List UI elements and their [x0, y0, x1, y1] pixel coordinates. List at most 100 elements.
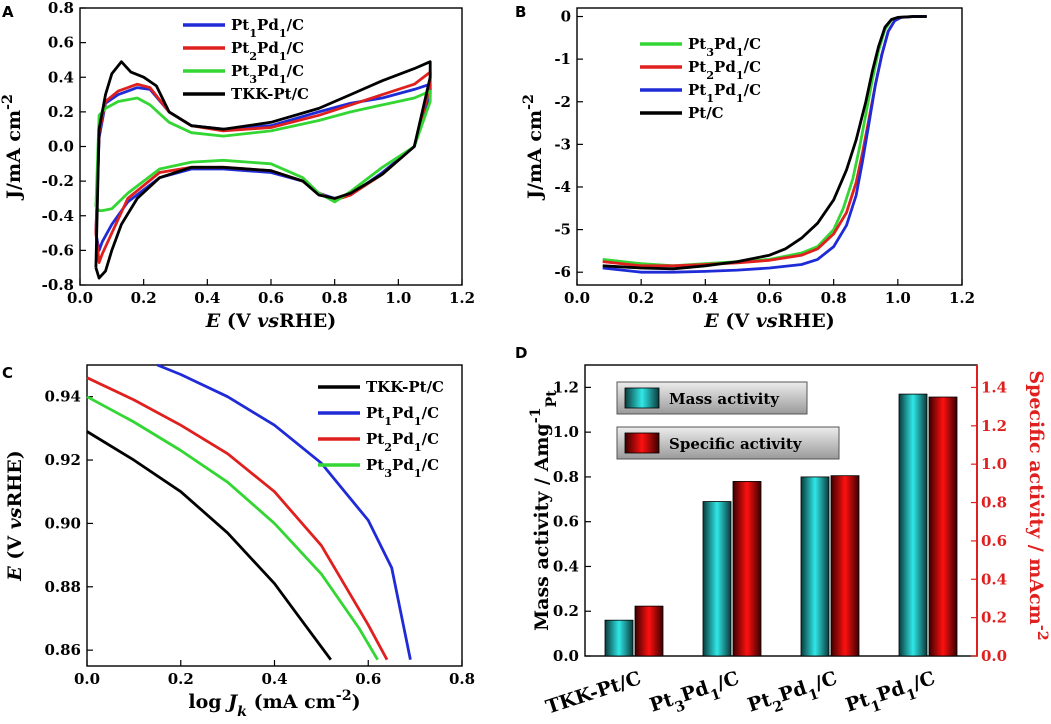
y-tick-label: -0.8	[42, 276, 74, 294]
x-tick-label: 1.0	[885, 289, 911, 307]
y-tick-label: 0.86	[44, 641, 81, 659]
series-line-tkk-pt-c	[94, 60, 432, 280]
panel-a-cv-plot: 0.0 0.2 0.4 0.6 0.8 1.0 1.2 -0.8 -0.6 -0.4 -0.2 0.0…	[0, 0, 475, 332]
bar-mass-activity-tkk-pt-c	[604, 619, 634, 657]
x-tick-label: 0.4	[261, 670, 287, 688]
panel-c-tafel-plot: 0.0 0.2 0.4 0.6 0.8 0.86 0.88 0.90 0.92 0.94 TKK-P…	[4, 363, 475, 720]
x-tick-label: 0.6	[756, 289, 782, 307]
panel-b-frame	[576, 7, 963, 286]
x-tick-label: 0.2	[131, 289, 157, 307]
y-tick-label: 0.90	[44, 514, 81, 532]
legend-swatch-mass-activity	[624, 387, 660, 409]
y-tick-label: 1.2	[553, 378, 579, 396]
category-label-pt3pd1-c: Pt3Pd1/C	[647, 667, 744, 723]
legend-label-pt-c: Pt/C	[688, 104, 724, 122]
y-tick-label: -3	[554, 135, 571, 153]
right-axis-label: Specific activity / mAcm-2	[1025, 370, 1050, 640]
legend-label-pt2pd1-c: Pt2Pd1/C	[688, 58, 761, 82]
y-tick-label: -0.4	[42, 207, 74, 225]
legend-swatch-specific-activity	[624, 432, 660, 454]
series-line-pt3pd1-c	[86, 395, 379, 661]
x-axis-label: E (V vsRHE)	[205, 310, 336, 332]
y-tick-label: -1	[554, 50, 571, 68]
x-tick-label: 0.8	[322, 289, 348, 307]
y-tick-label: 0.8	[553, 468, 579, 486]
y-tick-label: 0.88	[44, 578, 81, 596]
y-axis-label: Mass activity / Amg-1Pt	[528, 390, 560, 631]
y-tick-label: 0.94	[44, 388, 81, 406]
series-line-pt-c	[602, 15, 927, 271]
x-tick-label: 0.4	[692, 289, 718, 307]
x-axis-label: log Jk (mA cm-2)	[188, 688, 360, 720]
y-axis-label: J/mA cm-2	[521, 94, 546, 201]
x-tick-label: 0.8	[821, 289, 847, 307]
right-tick-label: 0.6	[981, 532, 1007, 550]
y-axis-label: E (V vsRHE)	[4, 450, 26, 581]
legend-label-pt2pd1-c: Pt2Pd1/C	[231, 39, 304, 63]
x-tick-label: 1.2	[449, 289, 475, 307]
x-axis-label: E (V vsRHE)	[703, 310, 834, 332]
right-tick-label: 0.8	[981, 494, 1007, 512]
legend-label-pt1pd1-c: Pt1Pd1/C	[366, 404, 439, 428]
y-tick-label: -6	[554, 263, 571, 281]
bar-specific-activity-tkk-pt-c	[634, 605, 664, 657]
y-tick-label: -5	[554, 221, 571, 239]
panel-label-a: A	[2, 3, 14, 21]
legend-label-pt1pd1-c: Pt1Pd1/C	[231, 16, 304, 40]
right-tick-label: 0.2	[981, 609, 1007, 627]
right-tick-label: 1.0	[981, 455, 1007, 473]
x-tick-label: 0.0	[67, 289, 93, 307]
right-tick-label: 1.4	[981, 378, 1007, 396]
y-tick-label: 0.4	[553, 557, 579, 575]
x-tick-label: 0.6	[258, 289, 284, 307]
legend-label-pt1pd1-c: Pt1Pd1/C	[688, 81, 761, 105]
y-tick-label: -2	[554, 93, 571, 111]
x-tick-label: 0.8	[449, 670, 475, 688]
category-label-tkk-pt-c: TKK-Pt/C	[543, 667, 644, 718]
bar-specific-activity-pt2pd1-c	[830, 475, 860, 657]
y-tick-label: -0.2	[42, 172, 74, 190]
bar-mass-activity-pt1pd1-c	[898, 393, 928, 657]
right-tick-label: 0.0	[981, 647, 1007, 665]
legend-label-pt3pd1-c: Pt3Pd1/C	[366, 456, 439, 480]
bar-specific-activity-pt3pd1-c	[732, 481, 762, 657]
series-line-pt2pd1-c	[94, 70, 432, 264]
legend-label-tkk-pt-c: TKK-Pt/C	[366, 378, 444, 396]
legend-label-pt3pd1-c: Pt3Pd1/C	[688, 35, 761, 59]
y-tick-label: 0.4	[48, 68, 74, 86]
legend-label-specific-activity: Specific activity	[669, 435, 803, 453]
series-line-pt2pd1-c	[86, 376, 389, 661]
y-tick-label: 0.6	[553, 513, 579, 531]
bar-mass-activity-pt3pd1-c	[702, 501, 732, 657]
y-tick-label: -0.6	[42, 241, 74, 259]
y-tick-label: 1.0	[553, 423, 579, 441]
legend-label-tkk-pt-c: TKK-Pt/C	[231, 85, 309, 103]
y-tick-label: 0.6	[48, 34, 74, 52]
x-tick-label: 0.0	[564, 289, 590, 307]
y-tick-label: 0.0	[48, 138, 74, 156]
bar-specific-activity-pt1pd1-c	[928, 396, 958, 657]
x-tick-label: 0.6	[355, 670, 381, 688]
y-tick-label: -4	[554, 178, 571, 196]
series-line-pt1pd1-c	[94, 82, 432, 252]
y-axis-label: J/mA cm-2	[0, 94, 25, 201]
legend-label-pt3pd1-c: Pt3Pd1/C	[231, 62, 304, 86]
x-tick-label: 0.0	[74, 670, 100, 688]
x-tick-label: 0.4	[194, 289, 220, 307]
y-tick-label: 0.0	[553, 647, 579, 665]
right-tick-label: 0.4	[981, 570, 1007, 588]
right-tick-label: 1.2	[981, 417, 1007, 435]
x-tick-label: 1.0	[385, 289, 411, 307]
y-tick-label: 0.2	[48, 103, 74, 121]
legend-label-mass-activity: Mass activity	[669, 390, 780, 408]
panel-d-activity-bars: 0.0 0.2 0.4 0.6 0.8 1.0 1.2 0.0 0.2 0.4 0.6 0.8 1.0 1…	[528, 364, 1050, 723]
series-line-pt3pd1-c	[94, 89, 432, 213]
category-label-pt1pd1-c: Pt1Pd1/C	[843, 667, 940, 723]
y-tick-label: 0.92	[44, 451, 81, 469]
y-tick-label: 0.8	[48, 0, 74, 17]
panel-label-c: C	[2, 364, 13, 382]
category-label-pt2pd1-c: Pt2Pd1/C	[745, 667, 842, 723]
bar-mass-activity-pt2pd1-c	[800, 476, 830, 657]
y-tick-label: 0	[561, 8, 571, 26]
